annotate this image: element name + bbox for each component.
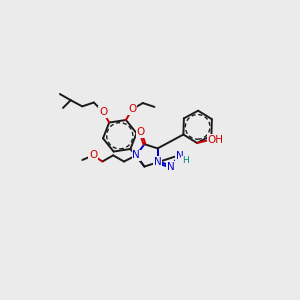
Text: N: N xyxy=(132,150,140,160)
Text: O: O xyxy=(136,128,145,137)
Text: N: N xyxy=(176,151,184,161)
Text: OH: OH xyxy=(208,135,224,145)
Text: H: H xyxy=(182,156,188,165)
Text: N: N xyxy=(154,157,161,167)
Text: O: O xyxy=(89,150,97,160)
Text: N: N xyxy=(167,162,175,172)
Text: O: O xyxy=(99,107,107,117)
Text: O: O xyxy=(128,104,136,114)
